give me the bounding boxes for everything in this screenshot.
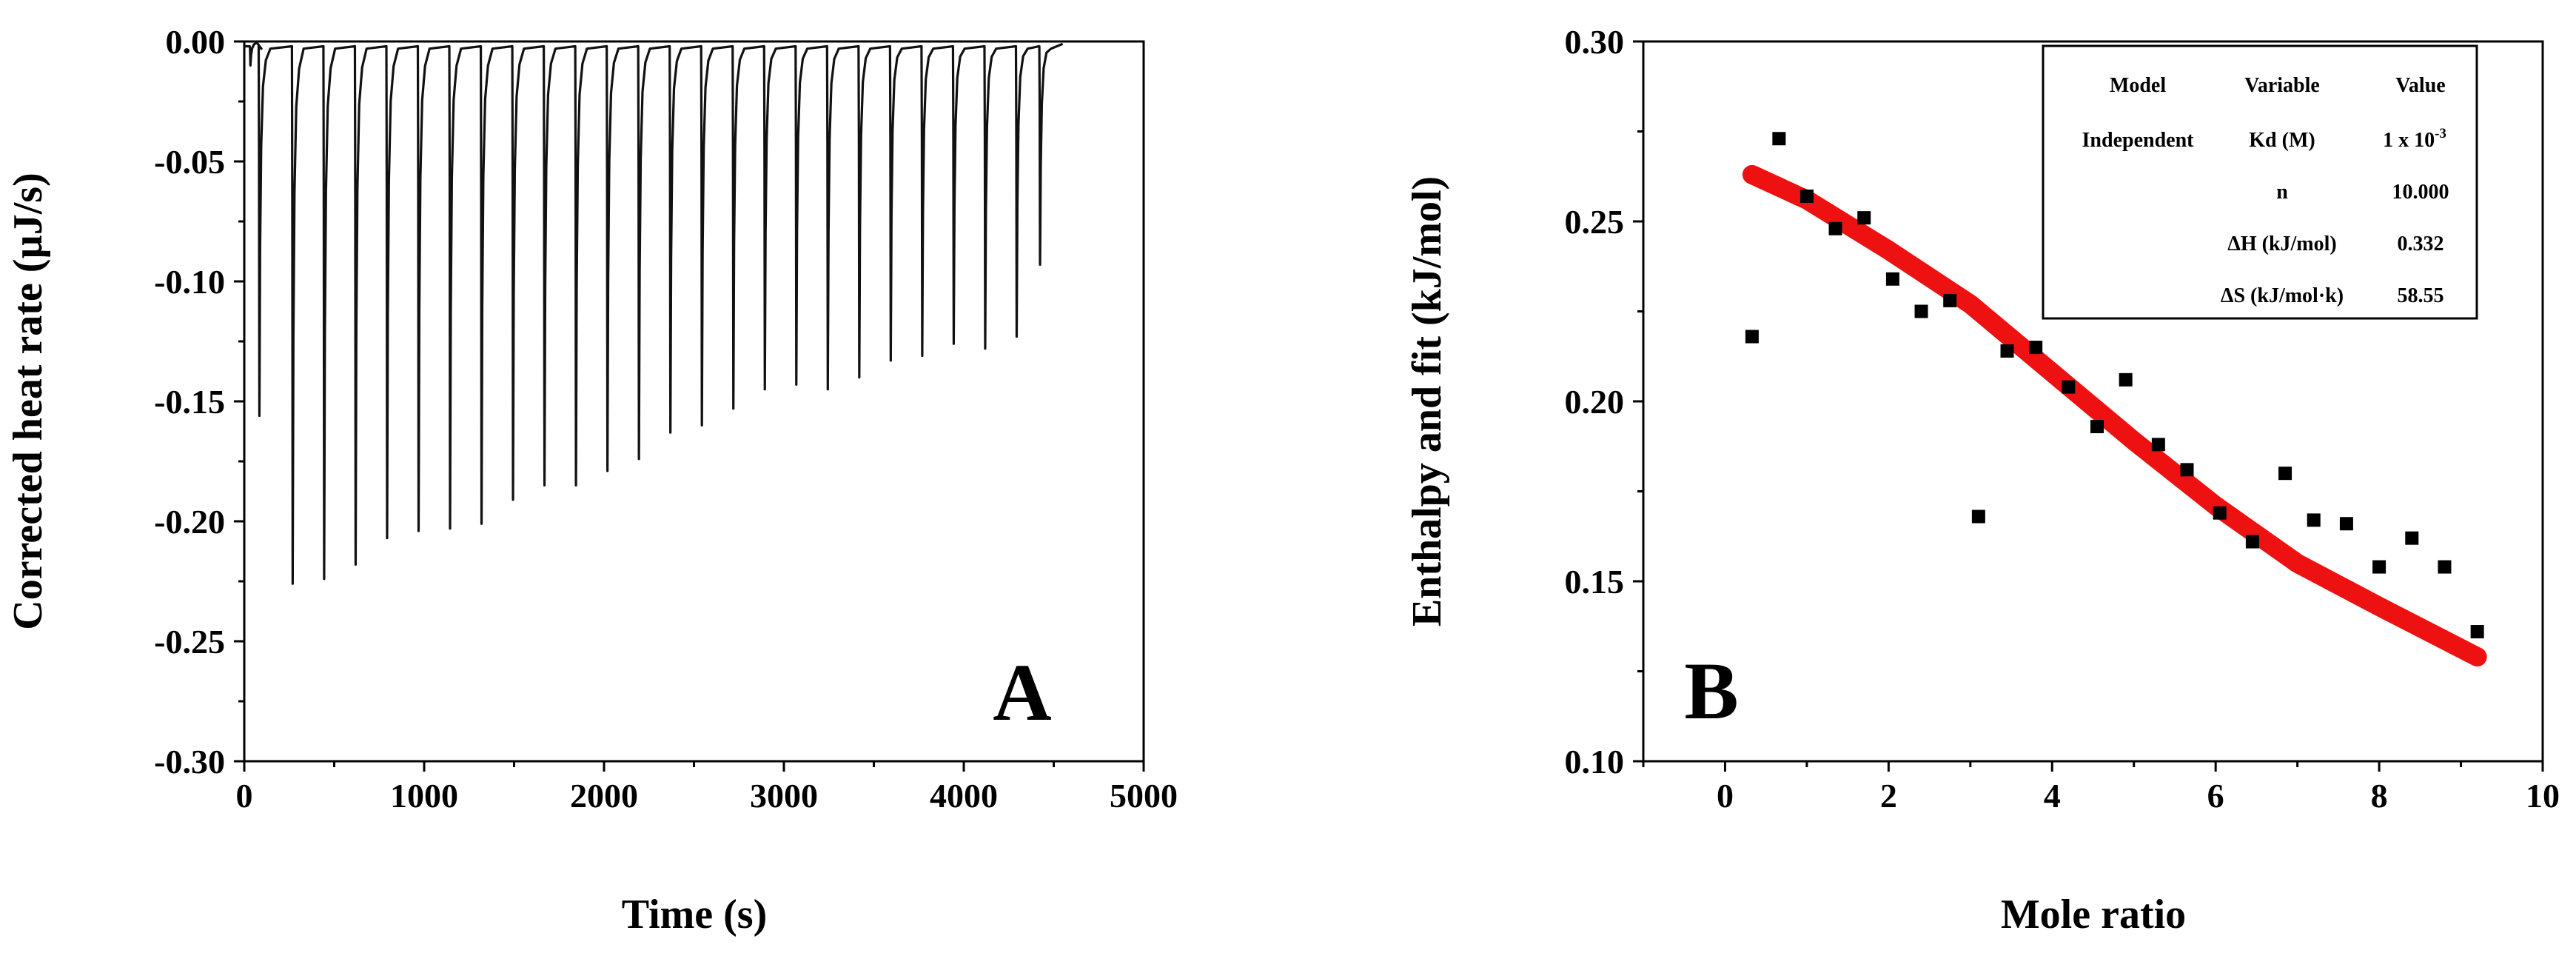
panel-a-letter: A xyxy=(993,647,1051,738)
panel-a-y-tick-label: 0.00 xyxy=(166,23,226,61)
panel-b-legend-table: Model Variable Value Independent Kd (M) … xyxy=(2042,44,2478,320)
panel-b-fit-line xyxy=(1742,164,2487,667)
panel-b-data-point xyxy=(2119,372,2133,387)
panel-b-data-point xyxy=(2372,560,2387,574)
panel-a-y-tick-label: -0.20 xyxy=(154,503,225,541)
panel-a: 0 1000 2000 3000 4000 5000 -0.30 -0.25 -0.20 -0.1… xyxy=(5,23,1178,937)
panel-b-data-point xyxy=(2090,420,2104,434)
panel-b-data-point xyxy=(2029,341,2043,355)
panel-b-x-tick-label: 2 xyxy=(1880,777,1897,815)
legend-row3-value: 0.332 xyxy=(2398,233,2444,255)
panel-b-data-point xyxy=(2470,625,2484,639)
panel-b-y-axis-title: Enthalpy and fit (kJ/mol) xyxy=(1404,176,1450,626)
legend-row4-variable: ΔS (kJ/mol·k) xyxy=(2221,284,2344,307)
panel-b-data-point xyxy=(1828,221,1842,235)
panel-a-x-tick-label: 3000 xyxy=(750,777,818,815)
panel-b-x-tick-label: 6 xyxy=(2207,777,2224,815)
legend-kd-exponent: -3 xyxy=(2435,126,2446,141)
panel-a-ticks: 0 1000 2000 3000 4000 5000 -0.30 -0.25 -0.20 -0.1… xyxy=(154,23,1178,815)
panel-a-y-tick-label: -0.30 xyxy=(154,743,225,780)
legend-kd-base: 1 x 10 xyxy=(2383,129,2435,152)
panel-a-x-tick-label: 4000 xyxy=(930,777,998,815)
panel-a-x-tick-label: 1000 xyxy=(390,777,458,815)
legend-row4-value: 58.55 xyxy=(2398,284,2444,307)
panel-b-data-point xyxy=(2307,513,2321,527)
panel-b-data-point xyxy=(1885,272,1899,286)
panel-b-y-tick-label: 0.10 xyxy=(1565,743,1625,780)
panel-b-letter: B xyxy=(1684,646,1738,736)
panel-a-y-tick-label: -0.15 xyxy=(154,383,225,421)
panel-b-data-point xyxy=(2180,463,2194,477)
panel-a-heat-trace xyxy=(244,41,1064,585)
panel-b-data-point xyxy=(2062,380,2076,394)
panel-b-data-point xyxy=(2000,344,2014,358)
panel-b-data-point xyxy=(1857,211,1871,225)
panel-b-data-point xyxy=(1799,189,1814,203)
panel-b-data-point xyxy=(1772,132,1786,146)
panel-a-x-tick-label: 5000 xyxy=(1110,777,1178,815)
panel-b-x-tick-label: 10 xyxy=(2526,777,2560,815)
panel-b-data-point xyxy=(1943,293,1957,307)
panel-b-x-axis-title: Mole ratio xyxy=(2001,892,2186,937)
panel-b-data-points xyxy=(1745,132,2484,639)
panel-b-data-point xyxy=(2405,531,2419,545)
panel-b-x-tick-label: 8 xyxy=(2371,777,2388,815)
legend-row2-variable: n xyxy=(2276,181,2288,204)
legend-row1-model: Independent xyxy=(2082,129,2195,152)
panel-b-y-tick-label: 0.20 xyxy=(1565,383,1625,421)
panel-b-data-point xyxy=(1971,509,1985,524)
panel-b-data-point xyxy=(2151,438,2165,452)
panel-b-y-tick-label: 0.15 xyxy=(1565,563,1625,601)
panel-b-data-point xyxy=(2213,506,2227,520)
panel-a-x-tick-label: 2000 xyxy=(570,777,638,815)
panel-b-y-tick-label: 0.25 xyxy=(1565,203,1625,241)
panel-a-x-axis-title: Time (s) xyxy=(622,892,768,937)
panel-b-x-tick-label: 0 xyxy=(1717,777,1734,815)
legend-row1-variable: Kd (M) xyxy=(2249,129,2315,152)
legend-row2-value: 10.000 xyxy=(2392,181,2449,204)
panel-b: 0 2 4 6 8 10 0.10 0.15 0.20 0.25 0.30 Model Variab… xyxy=(1404,23,2560,937)
panel-b-data-point xyxy=(1745,330,1759,344)
panel-a-x-tick-label: 0 xyxy=(236,777,253,815)
panel-b-data-point xyxy=(2278,467,2292,481)
panel-a-y-tick-label: -0.25 xyxy=(154,623,225,661)
panel-b-ticks: 0 2 4 6 8 10 0.10 0.15 0.20 0.25 0.30 xyxy=(1565,23,2560,815)
legend-header-model: Model xyxy=(2110,74,2166,97)
panel-a-y-tick-label: -0.05 xyxy=(154,143,225,181)
legend-table-box xyxy=(2042,44,2478,320)
panel-b-x-tick-label: 4 xyxy=(2044,777,2061,815)
panel-b-data-point xyxy=(2245,535,2259,549)
panel-b-data-point xyxy=(2438,560,2452,574)
panel-b-data-point xyxy=(1914,304,1928,318)
panel-b-y-tick-label: 0.30 xyxy=(1565,23,1625,61)
panel-a-y-tick-label: -0.10 xyxy=(154,263,225,301)
legend-header-variable: Variable xyxy=(2244,74,2320,97)
panel-a-y-axis-title: Corrected heat rate (µJ/s) xyxy=(5,173,51,629)
legend-header-value: Value xyxy=(2395,74,2445,97)
panel-b-data-point xyxy=(2339,517,2353,531)
legend-row1-value: 1 x 10-3 xyxy=(2383,126,2446,152)
legend-row3-variable: ΔH (kJ/mol) xyxy=(2227,233,2336,255)
